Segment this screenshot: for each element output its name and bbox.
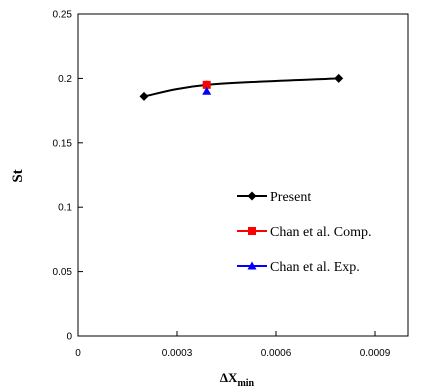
x-tick-label: 0.0006 [261, 348, 292, 359]
x-axis-title-subscript: min [237, 378, 254, 388]
plot-area [78, 14, 408, 336]
x-tick-label: 0 [75, 348, 81, 359]
y-tick-label: 0.2 [58, 74, 72, 85]
legend-label-1: Chan et al. Comp. [270, 225, 372, 240]
legend-marker-1 [248, 227, 256, 235]
y-tick-label: 0.25 [53, 10, 73, 21]
y-tick-label: 0.05 [53, 267, 73, 278]
y-tick-label: 0 [66, 332, 72, 343]
y-tick-label: 0.15 [53, 138, 73, 149]
x-tick-label: 0.0003 [162, 348, 193, 359]
x-tick-label: 0.0009 [360, 348, 391, 359]
legend-label-0: Present [270, 190, 311, 205]
legend-label-2: Chan et al. Exp. [270, 260, 360, 275]
y-tick-label: 0.1 [58, 203, 72, 214]
y-axis-title: St [10, 169, 26, 182]
x-axis-title-main: ΔX [220, 370, 238, 385]
x-axis-title: ΔXmin [220, 370, 255, 388]
